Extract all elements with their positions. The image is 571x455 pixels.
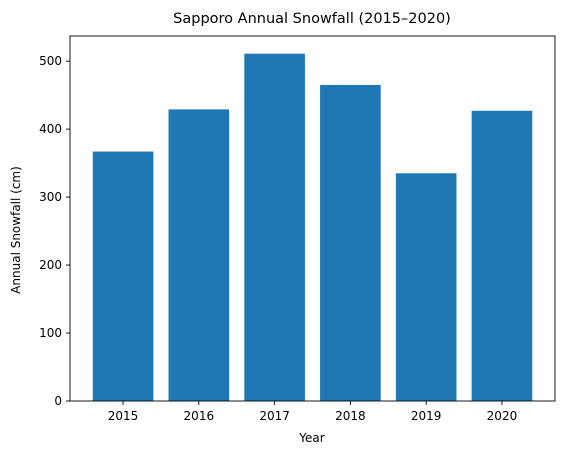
x-axis-ticks: 2015 2016 2017 2018 2019 2020 bbox=[108, 401, 517, 423]
y-tick-label: 200 bbox=[39, 258, 62, 272]
y-axis-ticks: 0 100 200 300 400 500 bbox=[39, 54, 70, 408]
x-tick-label: 2015 bbox=[108, 409, 139, 423]
bar-2017 bbox=[244, 53, 305, 402]
y-tick-label: 0 bbox=[54, 394, 62, 408]
bars-group bbox=[92, 53, 533, 402]
bar-2020 bbox=[471, 110, 533, 402]
y-tick-label: 300 bbox=[39, 190, 62, 204]
bar-2019 bbox=[395, 173, 457, 401]
y-tick-label: 500 bbox=[39, 54, 62, 68]
x-tick-label: 2016 bbox=[184, 409, 215, 423]
x-tick-label: 2019 bbox=[411, 409, 442, 423]
bar-2015 bbox=[92, 151, 154, 401]
x-tick-label: 2018 bbox=[335, 409, 366, 423]
bar-2018 bbox=[320, 84, 381, 402]
y-tick-label: 400 bbox=[39, 122, 62, 136]
y-axis-label: Annual Snowfall (cm) bbox=[9, 166, 23, 294]
chart-title: Sapporo Annual Snowfall (2015–2020) bbox=[173, 11, 451, 27]
x-tick-label: 2017 bbox=[259, 409, 290, 423]
x-tick-label: 2020 bbox=[487, 409, 518, 423]
y-tick-label: 100 bbox=[39, 326, 62, 340]
plot-frame bbox=[69, 35, 556, 402]
bar-2016 bbox=[168, 109, 230, 401]
x-axis-label: Year bbox=[298, 431, 324, 445]
